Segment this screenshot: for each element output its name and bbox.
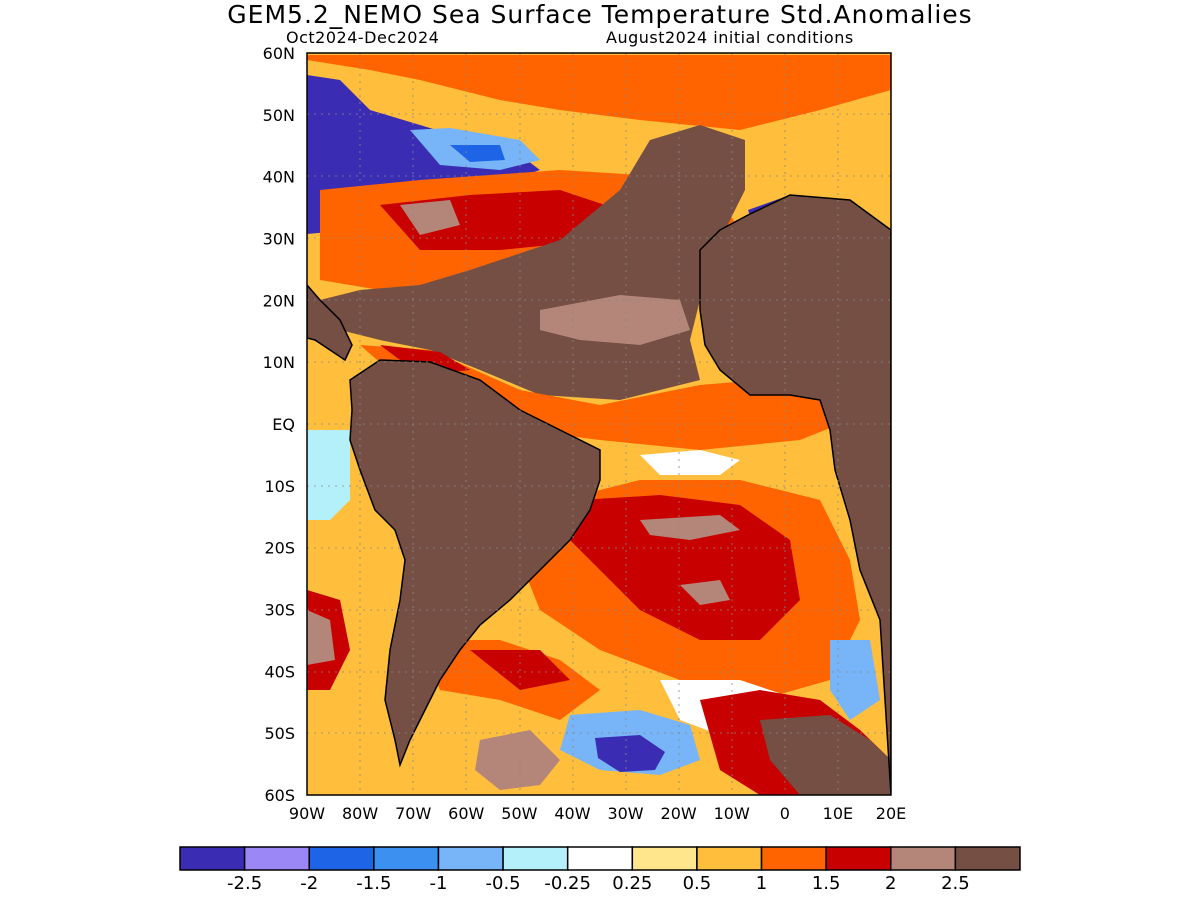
colorbar-label: 1 (756, 873, 767, 894)
colorbar-swatch (760, 846, 827, 871)
longitude-labels: 90W 80W 70W 60W 50W 40W 30W 20W 10W 0 10E 20E (289, 804, 906, 823)
period-label: Oct2024-Dec2024 (286, 28, 440, 47)
colorbar-swatch (243, 846, 310, 871)
lon-tick-label: 10E (823, 804, 853, 823)
lat-tick-label: 60N (263, 44, 295, 63)
colorbar-swatch (437, 846, 504, 871)
lon-tick-label: 10W (714, 804, 750, 823)
colorbar-label: -0.25 (544, 873, 591, 894)
colorbar-swatch (179, 846, 246, 871)
colorbar-swatch (373, 846, 440, 871)
colorbar-label: 1.5 (812, 873, 841, 894)
lon-tick-label: 30W (607, 804, 643, 823)
lat-tick-label: 40S (264, 662, 295, 681)
lat-tick-label: 30S (264, 601, 295, 620)
south-america-land (349, 359, 601, 768)
colorbar-swatch (825, 846, 892, 871)
colorbar-swatch (308, 846, 375, 871)
lat-tick-label: EQ (272, 415, 295, 434)
lat-tick-label: 10N (263, 353, 295, 372)
africa-land (699, 194, 891, 795)
lon-tick-label: 20W (661, 804, 697, 823)
lat-tick-label: 10S (264, 477, 295, 496)
colorbar (179, 846, 1021, 871)
colorbar-label: -1.5 (356, 873, 391, 894)
map-field (307, 53, 891, 795)
colorbar-swatch (696, 846, 763, 871)
init-conditions-label: August2024 initial conditions (606, 28, 854, 47)
cold-anomaly-pocket (595, 735, 665, 772)
lon-tick-label: 50W (501, 804, 537, 823)
latitude-labels: 60N 50N 40N 30N 20N 10N EQ 10S 20S 30S 40S 50S 60S (263, 44, 295, 805)
colorbar-swatch (502, 846, 569, 871)
colorbar-swatch (566, 846, 634, 871)
colorbar-label: -2.5 (227, 873, 262, 894)
lat-tick-label: 50S (264, 724, 295, 743)
colorbar-swatch (890, 846, 957, 871)
lat-tick-label: 40N (263, 168, 295, 187)
central-america-land (307, 283, 353, 362)
lat-tick-label: 20S (264, 539, 295, 558)
lon-tick-label: 40W (554, 804, 590, 823)
map-frame (306, 52, 892, 796)
lat-tick-label: 50N (263, 106, 295, 125)
lon-tick-label: 70W (395, 804, 431, 823)
colorbar-label: -2 (300, 873, 318, 894)
lon-tick-label: 80W (342, 804, 378, 823)
colorbar-label: -1 (429, 873, 447, 894)
lat-tick-label: 20N (263, 291, 295, 310)
colorbar-swatch (954, 846, 1021, 871)
lon-tick-label: 0 (780, 804, 790, 823)
colorbar-label: 0.25 (612, 873, 652, 894)
lon-tick-label: 90W (289, 804, 325, 823)
lon-tick-label: 20E (876, 804, 906, 823)
colorbar-label: -0.5 (486, 873, 521, 894)
map-title: GEM5.2_NEMO Sea Surface Temperature Std.… (227, 0, 973, 29)
lon-tick-label: 60W (448, 804, 484, 823)
lat-tick-label: 60S (264, 786, 295, 805)
colorbar-label: 2 (885, 873, 896, 894)
colorbar-label: 0.5 (683, 873, 712, 894)
colorbar-label: 2.5 (941, 873, 970, 894)
lat-tick-label: 30N (263, 230, 295, 249)
colorbar-labels: -2.5 -2 -1.5 -1 -0.5 -0.25 0.25 0.5 1 1.5 2 2.5 (227, 873, 970, 894)
graticule (307, 53, 891, 795)
colorbar-swatch (631, 846, 698, 871)
